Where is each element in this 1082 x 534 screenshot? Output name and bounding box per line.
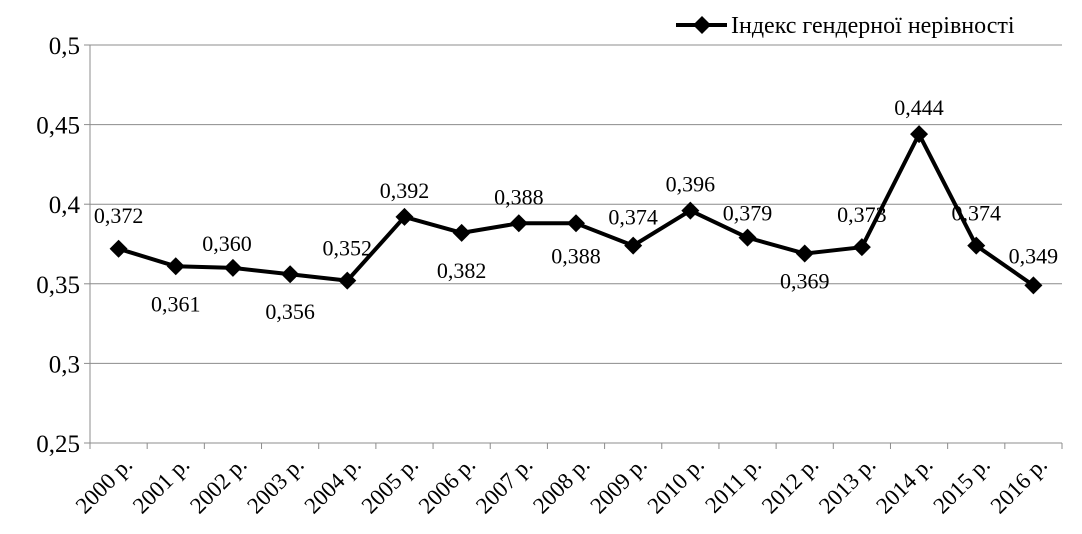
data-label: 0,388 — [494, 184, 544, 209]
data-point-marker — [738, 228, 757, 247]
x-tick-label: 2011 р. — [700, 452, 766, 518]
data-point-marker — [281, 265, 300, 284]
y-tick-label: 0,3 — [49, 351, 80, 378]
data-point-marker — [624, 236, 643, 255]
x-tick-label: 2008 р. — [528, 452, 594, 518]
data-label: 0,356 — [265, 299, 315, 324]
x-tick-label: 2013 р. — [814, 452, 880, 518]
x-tick-labels: 2000 р.2001 р.2002 р.2003 р.2004 р.2005 … — [71, 452, 1052, 518]
x-tick-label: 2009 р. — [585, 452, 651, 518]
x-tick-label: 2007 р. — [471, 452, 537, 518]
gridlines — [90, 44, 1062, 364]
legend: Індекс гендерної нерівності — [676, 13, 1015, 39]
data-label: 0,352 — [323, 236, 373, 261]
data-point-marker — [910, 125, 929, 144]
x-tick-label: 2015 р. — [928, 452, 994, 518]
data-point-marker — [509, 214, 528, 233]
data-point-marker — [166, 257, 185, 276]
y-tick-label: 0,45 — [36, 113, 80, 140]
series-line-group — [109, 125, 1043, 295]
data-point-marker — [567, 214, 585, 233]
data-point-marker — [223, 258, 242, 277]
x-tick-label: 2014 р. — [871, 452, 937, 518]
x-tick-label: 2004 р. — [299, 452, 365, 518]
data-label: 0,372 — [94, 203, 144, 228]
x-tick-label: 2002 р. — [185, 452, 251, 518]
data-point-marker — [967, 236, 986, 255]
legend-diamond-marker — [693, 16, 711, 34]
data-point-marker — [452, 223, 471, 242]
data-label: 0,349 — [1009, 243, 1059, 268]
y-tick-label: 0,4 — [49, 192, 81, 219]
data-label: 0,374 — [608, 205, 658, 230]
data-label: 0,369 — [780, 269, 830, 294]
data-label: 0,373 — [837, 202, 887, 227]
data-label: 0,388 — [551, 243, 601, 268]
x-tick-label: 2012 р. — [757, 452, 823, 518]
data-point-marker — [681, 201, 700, 220]
data-point-marker — [1024, 276, 1043, 295]
data-point-marker — [338, 271, 357, 290]
data-point-marker — [795, 244, 814, 263]
x-tick-label: 2006 р. — [414, 452, 480, 518]
data-label: 0,361 — [151, 291, 201, 316]
data-point-marker — [852, 238, 871, 257]
data-point-marker — [395, 207, 414, 226]
y-tick-label: 0,35 — [36, 272, 80, 299]
data-label: 0,392 — [380, 178, 430, 203]
x-tick-label: 2001 р. — [128, 452, 194, 518]
y-tick-labels: 0,25 0,3 0,35 0,4 0,45 0,5 — [36, 33, 80, 458]
data-label: 0,444 — [894, 95, 944, 120]
data-label: 0,396 — [666, 172, 716, 197]
y-tick-label: 0,25 — [36, 431, 80, 458]
axes — [84, 44, 1063, 449]
x-tick-label: 2016 р. — [986, 452, 1052, 518]
data-label: 0,382 — [437, 258, 487, 283]
x-tick-label: 2010 р. — [642, 452, 708, 518]
x-tick-label: 2000 р. — [71, 452, 137, 518]
data-point-marker — [109, 239, 128, 258]
data-label: 0,374 — [951, 201, 1001, 226]
x-tick-label: 2003 р. — [242, 452, 308, 518]
data-label: 0,379 — [723, 201, 773, 226]
y-tick-label: 0,5 — [49, 33, 80, 60]
data-labels: 0,372 0,361 0,360 0,356 0,352 0,392 0,382 0,388… — [94, 95, 1058, 324]
x-tick-label: 2005 р. — [357, 452, 423, 518]
legend-label: Індекс гендерної нерівності — [731, 13, 1015, 39]
data-label: 0,360 — [202, 231, 252, 256]
